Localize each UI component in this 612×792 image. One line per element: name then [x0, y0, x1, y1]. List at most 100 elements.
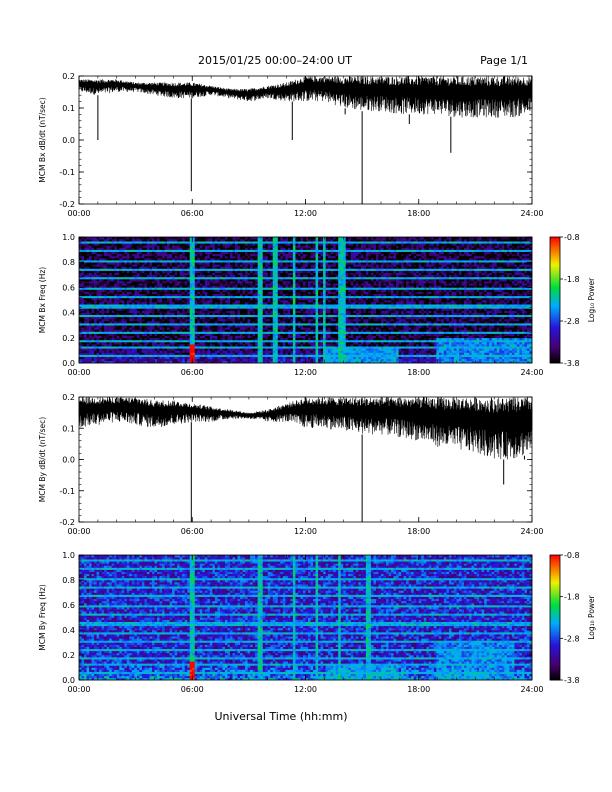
heatmap-cell [224, 255, 228, 259]
heatmap-cell [134, 295, 138, 299]
heatmap-cell [192, 251, 196, 255]
heatmap-cell [84, 297, 87, 301]
heatmap-cell [141, 287, 145, 290]
heatmap-cell [84, 247, 87, 250]
heatmap-cell [121, 293, 125, 297]
heatmap-cell [182, 306, 185, 309]
heatmap-cell [204, 293, 208, 297]
heatmap-cell [141, 279, 145, 282]
heatmap-cell [167, 260, 170, 263]
heatmap-cell [94, 255, 97, 259]
heatmap-cell [177, 262, 180, 265]
heatmap-cell [126, 318, 130, 322]
heatmap-cell [81, 253, 85, 257]
heatmap-cell [174, 285, 178, 288]
heatmap-cell [79, 352, 82, 355]
heatmap-cell [101, 264, 105, 267]
heatmap-cell [247, 266, 251, 269]
heatmap-cell [157, 276, 160, 280]
heatmap-cell [167, 249, 170, 252]
heatmap-cell [174, 239, 178, 242]
heatmap-cell [242, 243, 246, 246]
heatmap-cell [89, 260, 92, 263]
heatmap-cell [81, 342, 85, 345]
heatmap-cell [242, 241, 246, 244]
heatmap-cell [219, 350, 223, 353]
heatmap-cell [177, 268, 180, 271]
heatmap-cell [129, 258, 133, 261]
heatmap-cell [212, 255, 216, 259]
heatmap-cell [109, 310, 113, 313]
heatmap-cell [89, 293, 92, 297]
heatmap-cell [235, 339, 238, 343]
heatmap-cell [245, 247, 248, 250]
heatmap-cell [139, 274, 143, 278]
heatmap-cell [247, 262, 251, 265]
heatmap-cell [79, 291, 82, 294]
heatmap-cell [116, 316, 120, 320]
heatmap-cell [121, 358, 125, 362]
heatmap-cell [257, 270, 261, 273]
heatmap-cell [280, 251, 284, 255]
heatmap-cell [237, 279, 241, 282]
heatmap-cell [245, 356, 248, 360]
heatmap-cell [109, 255, 113, 259]
heatmap-cell [237, 348, 241, 351]
heatmap-cell [84, 360, 87, 364]
heatmap-cell [157, 325, 160, 328]
heatmap-cell [194, 312, 198, 315]
heatmap-cell [164, 300, 168, 303]
heatmap-cell [267, 350, 271, 353]
heatmap-cell [136, 318, 140, 322]
heatmap-cell [247, 316, 251, 320]
heatmap-cell [124, 289, 128, 292]
heatmap-cell [109, 251, 113, 255]
heatmap-cell [222, 253, 226, 257]
heatmap-cell [149, 314, 153, 318]
heatmap-cell [136, 253, 140, 257]
heatmap-cell [119, 358, 123, 362]
heatmap-cell [164, 344, 168, 347]
heatmap-cell [245, 276, 248, 280]
heatmap-cell [214, 323, 218, 326]
heatmap-cell [209, 316, 213, 320]
heatmap-cell [79, 274, 82, 278]
heatmap-cell [250, 310, 253, 313]
heatmap-cell [116, 302, 120, 305]
heatmap-cell [164, 302, 168, 305]
heatmap-cell [131, 318, 135, 322]
heatmap-cell [167, 327, 170, 330]
heatmap-cell [272, 329, 276, 332]
heatmap-cell [277, 323, 281, 326]
heatmap-cell [184, 276, 188, 280]
heatmap-cell [240, 335, 243, 339]
heatmap-cell [99, 285, 102, 288]
heatmap-cell [81, 268, 85, 271]
heatmap-cell [242, 344, 246, 347]
heatmap-cell [222, 339, 226, 343]
heatmap-cell [207, 266, 211, 269]
heatmap-cell [184, 302, 188, 305]
heatmap-cell [146, 327, 150, 330]
heatmap-cell [224, 325, 228, 328]
heatmap-cell [104, 289, 107, 292]
heatmap-cell [86, 281, 90, 284]
heatmap-cell [252, 295, 256, 299]
heatmap-cell [275, 354, 279, 357]
heatmap-cell [131, 358, 135, 362]
heatmap-cell [84, 304, 87, 307]
heatmap-cell [174, 318, 178, 322]
heatmap-cell [104, 344, 107, 347]
heatmap-cell [134, 352, 138, 355]
heatmap-cell [96, 344, 100, 347]
heatmap-cell [189, 264, 193, 267]
heatmap-cell [240, 304, 243, 307]
heatmap-cell [267, 285, 271, 288]
heatmap-cell [116, 352, 120, 355]
heatmap-cell [99, 331, 102, 334]
heatmap-cell [194, 291, 198, 294]
heatmap-cell [245, 304, 248, 307]
heatmap-cell [167, 304, 170, 307]
heatmap-cell [257, 304, 261, 307]
heatmap-cell [209, 293, 213, 297]
